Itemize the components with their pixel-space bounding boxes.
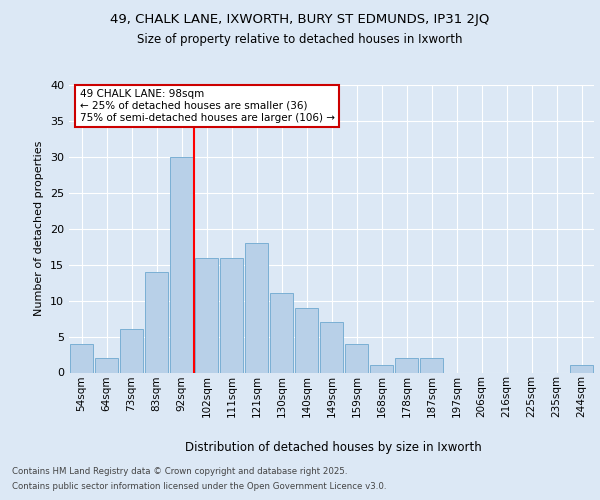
Text: Contains HM Land Registry data © Crown copyright and database right 2025.: Contains HM Land Registry data © Crown c…	[12, 467, 347, 476]
Bar	[395, 358, 418, 372]
Bar	[120, 330, 143, 372]
Text: 49 CHALK LANE: 98sqm
← 25% of detached houses are smaller (36)
75% of semi-detac: 49 CHALK LANE: 98sqm ← 25% of detached h…	[79, 90, 335, 122]
Text: Contains public sector information licensed under the Open Government Licence v3: Contains public sector information licen…	[12, 482, 386, 491]
Bar	[170, 157, 193, 372]
Bar	[345, 344, 368, 372]
Y-axis label: Number of detached properties: Number of detached properties	[34, 141, 44, 316]
Bar	[70, 344, 93, 372]
Bar	[220, 258, 243, 372]
Bar	[370, 366, 393, 372]
Bar	[270, 294, 293, 372]
Bar	[145, 272, 168, 372]
Bar	[420, 358, 443, 372]
Bar	[195, 258, 218, 372]
Text: Size of property relative to detached houses in Ixworth: Size of property relative to detached ho…	[137, 32, 463, 46]
Text: Distribution of detached houses by size in Ixworth: Distribution of detached houses by size …	[185, 441, 481, 454]
Text: 49, CHALK LANE, IXWORTH, BURY ST EDMUNDS, IP31 2JQ: 49, CHALK LANE, IXWORTH, BURY ST EDMUNDS…	[110, 12, 490, 26]
Bar	[95, 358, 118, 372]
Bar	[320, 322, 343, 372]
Bar	[570, 366, 593, 372]
Bar	[245, 243, 268, 372]
Bar	[295, 308, 318, 372]
